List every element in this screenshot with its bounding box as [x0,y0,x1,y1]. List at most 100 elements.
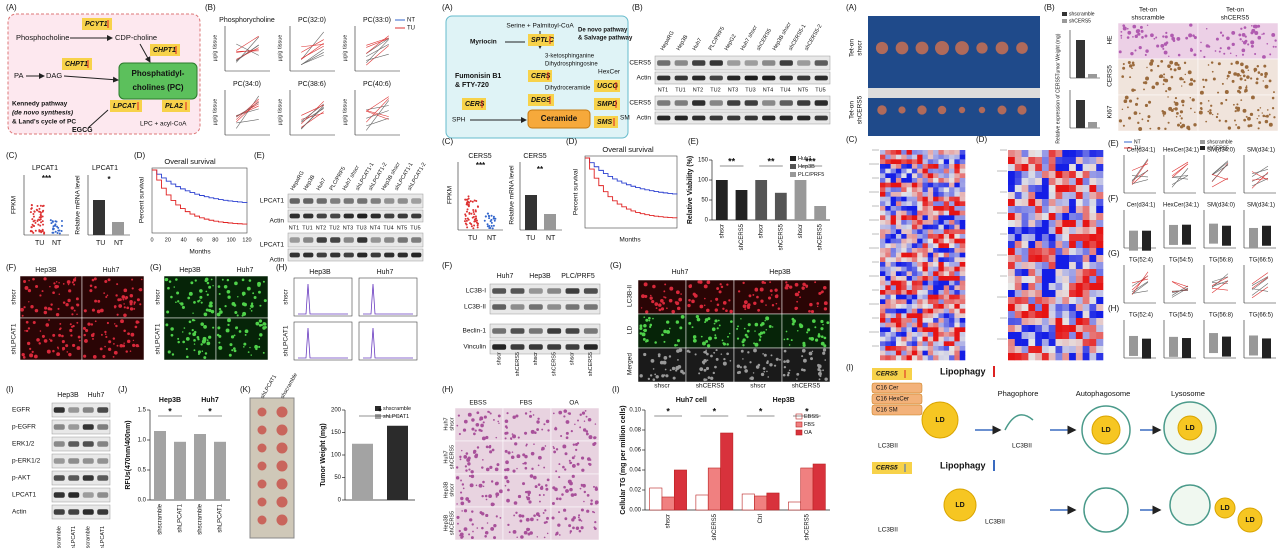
heat-cell [1055,304,1063,312]
cell [702,362,706,365]
cell [105,295,108,299]
legend-swatch [1200,140,1205,144]
lane-label: NT3 [728,87,738,93]
cell [132,339,135,342]
cell [769,289,773,293]
cell [645,310,649,314]
cell [716,327,719,330]
label: TU [1134,145,1141,151]
cell [242,294,245,297]
cell [243,302,247,307]
heat-cell [1021,283,1029,291]
heat-cell [1028,332,1036,340]
cell [554,427,558,431]
heat-cell [1089,178,1097,186]
heat-cell [959,220,966,225]
heat-cell [917,178,923,183]
blot-band [411,213,422,219]
cell [716,287,720,290]
blot-band [343,252,354,258]
cell [519,519,523,523]
y-tick-label: 0.00 [629,508,641,514]
heat-cell [1035,157,1043,165]
heat-cell [1069,185,1077,193]
heat-cell [1028,157,1036,165]
heat-cell [885,350,891,356]
heat-cell [922,341,929,347]
sig-mark: * [168,406,172,416]
lane-label: TU1 [302,225,312,231]
cell [103,292,106,294]
cell [61,334,64,338]
tumor [276,514,288,526]
dot [464,214,467,217]
cell [457,522,459,525]
heat-cell [949,220,955,225]
lane-label: shCERS5 [551,352,557,376]
heat-cell [890,248,897,253]
heat-cell [880,336,886,342]
cell [1165,90,1168,93]
bar [812,463,826,511]
heat-cell [1062,234,1070,242]
heat-cell [954,173,960,179]
heat-cell [949,159,955,165]
label: PC(38:6) [298,81,326,88]
heat-cell [1069,220,1077,228]
heat-cell [949,238,955,244]
label: Actin [637,115,652,122]
cell [469,483,474,488]
heat-cell [1055,346,1063,354]
cell [804,284,807,287]
cell [663,290,666,293]
cell [1205,120,1208,123]
micrograph [781,347,831,383]
blot-band [82,424,94,430]
bar-sketch [1262,225,1271,246]
heat-cell [880,182,886,188]
heat-cell [885,257,891,263]
blot-band [82,458,94,464]
cell [497,414,501,418]
label: shscr [11,288,18,304]
heat-cell [943,220,950,225]
heat-cell [880,313,886,319]
cell [247,351,250,353]
cell [738,370,742,374]
heat-cell [1021,325,1029,333]
cell [1181,78,1184,81]
cell [1244,39,1248,43]
cell [663,296,665,298]
label: shCERS5 [857,95,864,124]
heat-cell [911,304,918,309]
heat-cell [1048,290,1056,298]
cell [67,298,71,303]
cell [457,414,460,417]
cell [181,305,185,309]
cell [545,520,548,524]
heat-cell [917,164,923,169]
heat-cell [911,173,918,179]
bar-sketch [525,195,537,230]
cell [492,418,495,421]
cell [1146,119,1150,122]
heat-cell [927,252,934,258]
blot-band [727,75,741,81]
heat-cell [954,210,960,216]
cell [24,286,29,290]
heat-cell [938,280,945,286]
cell [1230,62,1233,66]
cell [744,308,747,311]
heat-cell [1008,304,1016,312]
heat-cell [1089,255,1097,263]
blot-band [762,115,776,121]
label: Fumonisin B1 [455,73,501,80]
heat-cell [1021,339,1029,347]
heat-cell [949,252,955,258]
x-tick-label: 40 [181,237,187,243]
cell [786,338,789,341]
heat-cell [885,285,891,291]
cell [814,281,817,284]
cell [715,357,719,361]
heat-cell [1096,206,1104,214]
